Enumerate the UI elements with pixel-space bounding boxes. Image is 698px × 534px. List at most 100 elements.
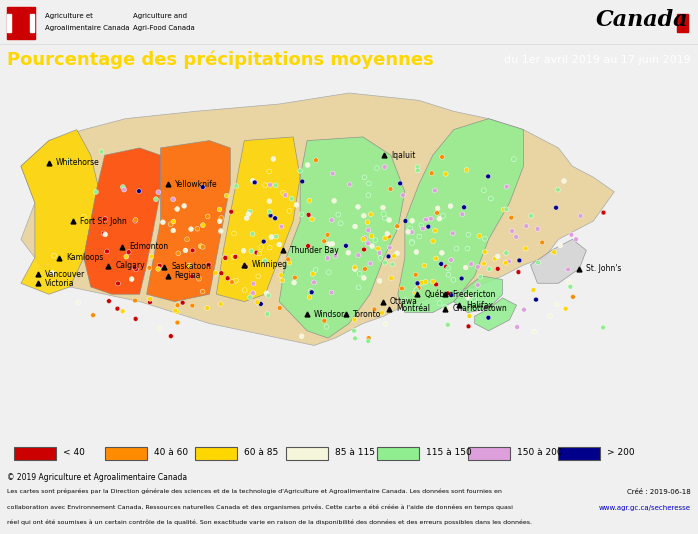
- Point: [286, 194, 297, 203]
- Point: [359, 234, 371, 242]
- Point: [563, 278, 574, 286]
- Point: [519, 305, 530, 314]
- Point: [478, 186, 489, 194]
- Point: [394, 179, 406, 187]
- Point: [482, 172, 493, 180]
- Point: [322, 254, 333, 262]
- Point: [168, 195, 179, 203]
- Point: [462, 293, 473, 302]
- Polygon shape: [398, 119, 524, 312]
- Point: [73, 299, 84, 307]
- Point: [210, 269, 221, 277]
- Point: [226, 278, 237, 286]
- Point: [468, 295, 480, 304]
- Text: Agriculture and: Agriculture and: [133, 13, 186, 19]
- Point: [463, 312, 475, 320]
- Text: Canada: Canada: [596, 10, 688, 32]
- Point: [374, 249, 385, 257]
- Point: [215, 300, 226, 308]
- Point: [443, 304, 454, 313]
- Point: [378, 210, 389, 218]
- Text: du 1er avril 2019 au 17 juin 2019: du 1er avril 2019 au 17 juin 2019: [504, 55, 691, 65]
- Point: [431, 254, 442, 263]
- Point: [359, 265, 371, 273]
- Point: [500, 249, 512, 257]
- Point: [254, 249, 265, 258]
- Bar: [105, 446, 147, 460]
- Polygon shape: [530, 239, 586, 283]
- Point: [168, 226, 179, 235]
- Point: [276, 222, 287, 231]
- Point: [246, 247, 257, 255]
- Point: [461, 166, 472, 174]
- Point: [276, 271, 287, 279]
- Point: [177, 299, 188, 307]
- Point: [274, 304, 285, 312]
- Text: Calgary: Calgary: [115, 261, 144, 270]
- Point: [289, 273, 300, 282]
- Point: [403, 227, 414, 236]
- Text: Fredericton: Fredericton: [452, 290, 496, 299]
- Point: [406, 237, 417, 246]
- Point: [304, 293, 315, 301]
- Point: [478, 259, 489, 268]
- Point: [91, 187, 102, 196]
- Point: [363, 191, 374, 200]
- Text: 150 à 200: 150 à 200: [517, 448, 562, 457]
- Point: [130, 216, 141, 225]
- Point: [284, 258, 295, 267]
- Point: [193, 274, 205, 283]
- Point: [359, 245, 370, 254]
- Point: [264, 244, 275, 252]
- Point: [244, 207, 255, 216]
- Polygon shape: [475, 298, 517, 331]
- Point: [265, 180, 276, 189]
- Point: [533, 258, 544, 267]
- Point: [363, 334, 374, 342]
- Point: [456, 210, 468, 218]
- Point: [255, 243, 267, 252]
- Point: [269, 214, 281, 223]
- Text: Iqaluit: Iqaluit: [391, 151, 415, 160]
- Point: [172, 318, 183, 327]
- Point: [304, 197, 315, 205]
- Point: [375, 254, 386, 262]
- Point: [363, 226, 374, 234]
- Point: [278, 189, 289, 197]
- Point: [420, 215, 431, 224]
- Point: [349, 263, 360, 272]
- Point: [366, 232, 377, 240]
- Point: [410, 248, 422, 256]
- Point: [295, 167, 306, 175]
- Point: [165, 332, 177, 340]
- Point: [392, 223, 403, 231]
- Point: [358, 211, 369, 220]
- Point: [363, 337, 374, 345]
- Point: [309, 278, 320, 287]
- Point: [384, 244, 395, 252]
- Point: [153, 188, 164, 197]
- Text: Québec: Québec: [424, 290, 454, 299]
- Point: [264, 197, 275, 206]
- Polygon shape: [84, 148, 161, 294]
- Point: [380, 234, 391, 242]
- Point: [264, 207, 275, 216]
- Point: [532, 225, 543, 233]
- Point: [87, 311, 98, 319]
- Point: [352, 202, 364, 211]
- Point: [358, 273, 369, 282]
- Bar: [468, 446, 510, 460]
- Text: Edmonton: Edmonton: [129, 242, 168, 251]
- Point: [374, 277, 385, 285]
- Point: [410, 286, 422, 294]
- Point: [248, 279, 259, 288]
- Point: [530, 295, 542, 304]
- Point: [123, 248, 134, 256]
- Point: [255, 300, 267, 308]
- Point: [537, 238, 548, 247]
- Point: [216, 269, 227, 278]
- Point: [371, 164, 383, 172]
- Text: Thunder Bay: Thunder Bay: [290, 246, 339, 255]
- Point: [406, 228, 417, 237]
- Point: [78, 213, 89, 221]
